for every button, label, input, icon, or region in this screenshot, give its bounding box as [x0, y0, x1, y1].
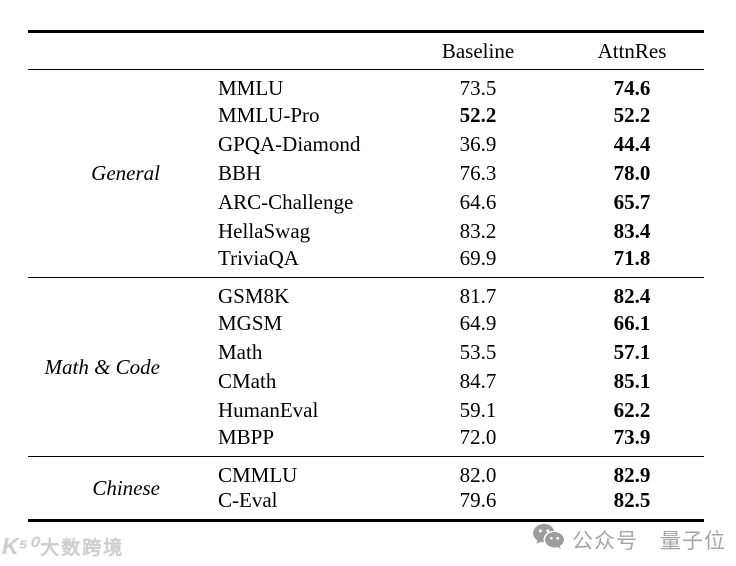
attnres-value: 82.5: [613, 488, 651, 512]
benchmark-name: MMLU: [218, 76, 284, 100]
benchmark-results-table: Baseline AttnRes General MMLU 73.5 74.6 …: [28, 30, 704, 522]
attnres-value: 82.9: [613, 463, 651, 487]
table-row: HumanEval 59.1 62.2: [28, 396, 704, 425]
attnres-value: 82.4: [613, 284, 651, 308]
table-row: CMath 84.7 85.1: [28, 367, 704, 396]
baseline-value: 81.7: [459, 284, 497, 308]
attnres-value: 71.8: [613, 246, 651, 270]
table-row: MGSM 64.9 66.1: [28, 309, 704, 338]
baseline-value: 82.0: [459, 463, 497, 487]
benchmark-name: BBH: [218, 161, 262, 185]
attnres-value: 57.1: [613, 340, 651, 364]
table-row: BBH 76.3 78.0: [28, 159, 704, 188]
attnres-value: 78.0: [613, 161, 651, 185]
header-row: Baseline AttnRes: [28, 32, 704, 70]
attnres-value: 73.9: [613, 425, 651, 449]
table-row: Math 53.5 57.1: [28, 338, 704, 367]
baseline-value: 64.6: [459, 190, 497, 214]
benchmark-name: CMMLU: [218, 463, 298, 487]
baseline-value: 84.7: [459, 369, 497, 393]
table-row: HellaSwag 83.2 83.4: [28, 217, 704, 246]
baseline-value: 59.1: [459, 398, 497, 422]
benchmark-name: GPQA-Diamond: [218, 132, 361, 156]
benchmark-name: HellaSwag: [218, 219, 311, 243]
baseline-value: 36.9: [459, 132, 497, 156]
baseline-value: 64.9: [459, 311, 497, 335]
watermark-right: 公众号 量子位: [532, 522, 726, 557]
attnres-value: 66.1: [613, 311, 651, 335]
wechat-icon: [532, 522, 565, 557]
attnres-value: 44.4: [613, 132, 651, 156]
benchmark-name: MBPP: [218, 425, 275, 449]
watermark-left-text: 大数跨境: [40, 538, 125, 559]
section-math-code: Math & Code GSM8K 81.7 82.4 MGSM 64.9 66…: [28, 277, 704, 457]
benchmark-name: Math: [218, 340, 263, 364]
benchmark-name: CMath: [218, 369, 277, 393]
table-row: ARC-Challenge 64.6 65.7: [28, 188, 704, 217]
header-empty-group: [28, 32, 218, 70]
benchmark-name: MGSM: [218, 311, 283, 335]
group-label-math-code: Math & Code: [44, 354, 161, 379]
baseline-value: 76.3: [459, 161, 497, 185]
table-row: Math & Code GSM8K 81.7 82.4: [28, 278, 704, 379]
attnres-value: 65.7: [613, 190, 651, 214]
benchmark-name: MMLU-Pro: [218, 103, 320, 127]
table-row: MMLU-Pro 52.2 52.2: [28, 101, 704, 130]
table-row: TriviaQA 69.9 71.8: [28, 246, 704, 278]
group-label-general: General: [91, 161, 160, 185]
table-header: Baseline AttnRes: [28, 32, 704, 70]
column-header-attnres: AttnRes: [597, 38, 667, 63]
table-row: GPQA-Diamond 36.9 44.4: [28, 130, 704, 159]
benchmark-name: HumanEval: [218, 398, 319, 422]
section-chinese: Chinese CMMLU 82.0 82.9 C-Eval 79.6 82.5: [28, 456, 704, 521]
benchmark-name: GSM8K: [218, 284, 290, 308]
attnres-value: 85.1: [613, 369, 651, 393]
benchmark-name: C-Eval: [218, 488, 278, 512]
column-header-baseline: Baseline: [441, 38, 515, 63]
benchmark-name: ARC-Challenge: [218, 190, 354, 214]
baseline-value: 53.5: [459, 340, 497, 364]
watermark-right-text-liangziwei: 量子位: [660, 529, 726, 553]
watermark-right-text-gongzhonghao: 公众号: [572, 529, 638, 553]
table-row: Chinese CMMLU 82.0 82.9: [28, 457, 704, 500]
attnres-value: 83.4: [613, 219, 651, 243]
baseline-value: 52.2: [459, 103, 497, 127]
section-general: General MMLU 73.5 74.6 MMLU-Pro 52.2 52.…: [28, 69, 704, 278]
header-empty-benchmark: [218, 32, 390, 70]
attnres-value: 52.2: [613, 103, 651, 127]
baseline-value: 79.6: [459, 488, 497, 512]
table-row: C-Eval 79.6 82.5: [28, 488, 704, 521]
dashukuajing-logo-icon: K⁵⁰: [2, 533, 38, 559]
table-row: MBPP 72.0 73.9: [28, 425, 704, 457]
baseline-value: 83.2: [459, 219, 497, 243]
attnres-value: 74.6: [613, 76, 651, 100]
baseline-value: 72.0: [459, 425, 497, 449]
attnres-value: 62.2: [613, 398, 651, 422]
baseline-value: 73.5: [459, 76, 497, 100]
watermark-left: K⁵⁰ 大数跨境: [2, 533, 124, 560]
baseline-value: 69.9: [459, 246, 497, 270]
group-label-chinese: Chinese: [92, 475, 160, 500]
benchmark-name: TriviaQA: [218, 246, 299, 270]
table-row: General MMLU 73.5 74.6: [28, 70, 704, 185]
